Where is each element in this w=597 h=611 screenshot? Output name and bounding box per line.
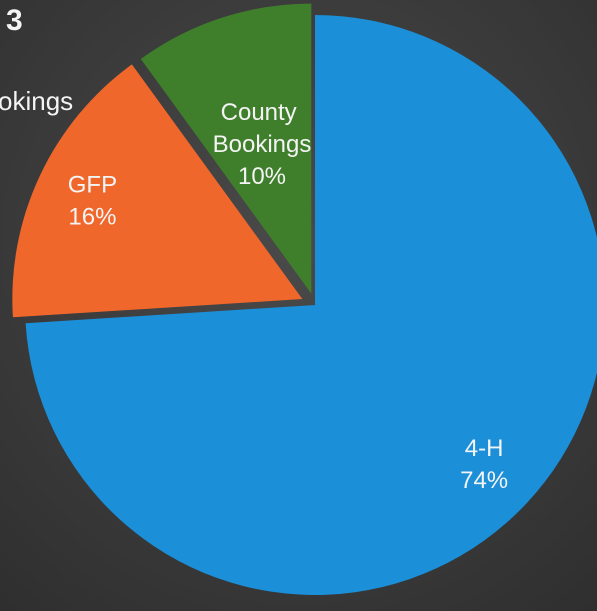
value-label: 16%: [68, 204, 116, 231]
slice-label-line: 4-H: [465, 435, 504, 462]
pie-slice: [12, 64, 303, 318]
slice-label: GFP: [68, 172, 117, 199]
slice-label-line: GFP: [68, 172, 117, 199]
slice-label: County Bookings: [213, 99, 312, 158]
slice-label: 4-H: [465, 435, 504, 462]
value-label: 10%: [238, 163, 286, 190]
slice-label-line: County: [221, 99, 304, 126]
slice-label-line: Bookings: [213, 131, 312, 158]
pie-slice: [25, 15, 597, 595]
annotation: okings: [0, 86, 73, 116]
pie-slice: [140, 3, 312, 294]
value-label: 74%: [460, 467, 508, 494]
chart-title: 3: [6, 4, 23, 37]
